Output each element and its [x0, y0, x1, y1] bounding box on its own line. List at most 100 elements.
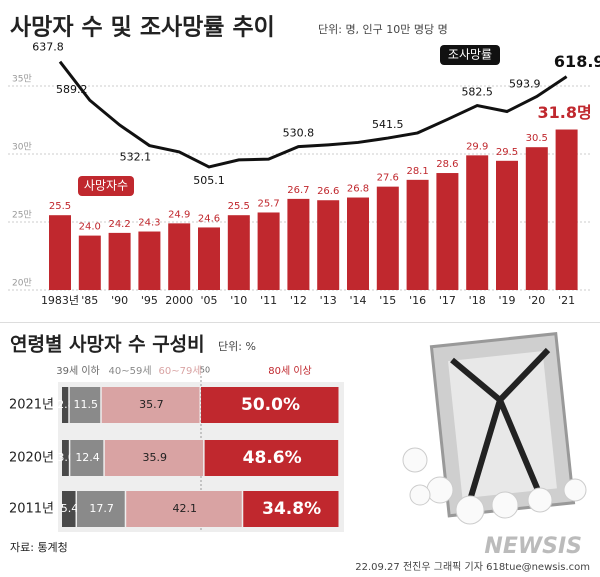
chart-title: 연령별 사망자 수 구성비: [10, 334, 205, 356]
legend-label: 80세 이상: [268, 365, 312, 377]
bar-label: 42.1: [172, 502, 197, 515]
bar-label: 25.5: [49, 201, 71, 212]
y-tick-label: 25만: [12, 210, 32, 221]
bar: [138, 231, 161, 290]
x-tick-label: '85: [81, 294, 98, 307]
bar-label: 50.0%: [241, 395, 300, 415]
bar-label: 24.3: [138, 218, 160, 229]
bar-label: 24.2: [108, 219, 130, 230]
bar: [525, 147, 548, 290]
bar-label: 25.5: [228, 201, 250, 212]
bar-label: 24.9: [168, 209, 190, 220]
flower: [402, 447, 428, 473]
x-tick-label: 50: [200, 366, 210, 375]
bar: [466, 155, 489, 290]
bar-label: 5.4: [61, 502, 79, 515]
x-tick-label: '10: [230, 294, 247, 307]
flower: [455, 495, 485, 525]
legend-label: 사망자수: [84, 179, 128, 193]
divider: [0, 322, 600, 323]
bar-segment: [204, 440, 339, 476]
legend-box: [78, 176, 134, 196]
x-tick-label: '05: [200, 294, 217, 307]
legend-box: [440, 45, 500, 65]
bar-label: 25.7: [257, 198, 279, 209]
line-label: 637.8: [32, 41, 64, 54]
chart-title: 사망자 수 및 조사망률 추이: [10, 15, 275, 41]
line-label: 505.1: [193, 174, 225, 187]
bar-segment: [69, 387, 101, 423]
bar: [406, 179, 429, 290]
bar-label: 29.5: [496, 147, 518, 158]
bar-label: 48.6%: [243, 448, 302, 468]
bar: [257, 212, 280, 290]
bar: [317, 200, 340, 290]
line-label: 589.2: [56, 83, 88, 96]
bar-label: 17.7: [89, 502, 114, 515]
bar: [347, 197, 369, 290]
row-label: 2011년: [9, 502, 54, 517]
legend-label: 40~59세: [108, 365, 151, 377]
bar-label: 35.7: [139, 398, 164, 411]
y-tick-label: 20만: [12, 278, 32, 289]
x-tick-label: '12: [290, 294, 307, 307]
bar-segment: [62, 387, 69, 423]
x-tick-label: '11: [260, 294, 277, 307]
bar-segment: [104, 440, 204, 476]
flower: [409, 484, 431, 506]
line-label: 530.8: [283, 127, 315, 140]
line-label: 582.5: [461, 86, 493, 99]
line: [58, 60, 568, 169]
bar-segment: [101, 387, 200, 423]
bar-label: 30.5: [526, 133, 548, 144]
frame-inner: [448, 351, 557, 499]
row-label: 2020년: [9, 451, 54, 466]
bar-label: 35.9: [142, 451, 167, 464]
line-label: 593.9: [509, 78, 541, 91]
bar: [436, 173, 459, 290]
bar-segment: [126, 491, 242, 527]
x-tick-label: '19: [498, 294, 515, 307]
bar: [287, 198, 310, 290]
bar: [78, 235, 101, 290]
unit: 단위: 명, 인구 10만 명당 명: [318, 23, 448, 36]
source: 자료: 통계청: [10, 541, 68, 554]
frame-decoration: [402, 332, 587, 525]
bar-label: 29.9: [466, 141, 488, 152]
bar: [376, 186, 399, 290]
bar: [108, 232, 131, 290]
legend-label: 39세 이하: [56, 364, 100, 377]
bar-label: 11.5: [74, 398, 99, 411]
line-label: 618.9명: [554, 52, 600, 71]
bar-segment: [243, 491, 339, 527]
bar-segment: [201, 387, 339, 423]
line-label: 541.5: [372, 118, 404, 131]
y-tick-label: 30만: [12, 142, 32, 153]
line-label: 532.1: [120, 151, 152, 164]
legend-label: 조사망률: [448, 48, 492, 62]
bar-label: 24.6: [198, 213, 220, 224]
bar-label: 12.4: [75, 451, 100, 464]
logo: NEWSIS: [484, 534, 582, 559]
bar-label: 28.6: [436, 159, 458, 170]
bar: [198, 227, 220, 290]
flower: [563, 478, 587, 502]
bar-label: 27.6: [377, 173, 399, 184]
bar: [168, 223, 191, 290]
bar-segment: [62, 491, 76, 527]
bar: [227, 215, 250, 290]
bar-label: 24.0: [79, 222, 101, 233]
bar-segment: [62, 440, 69, 476]
flower: [426, 476, 454, 504]
bar-label: 26.8: [347, 184, 369, 195]
credit: 22.09.27 전진우 그래픽 기자 618tue@newsis.com: [355, 561, 590, 573]
x-tick-label: '14: [349, 294, 366, 307]
x-tick-label: '90: [111, 294, 128, 307]
ribbon: [450, 347, 551, 501]
x-tick-label: '16: [409, 294, 426, 307]
x-tick-label: '21: [558, 294, 575, 307]
bar-label: 26.7: [287, 185, 309, 196]
x-tick-label: '18: [469, 294, 486, 307]
bar-segment: [70, 440, 104, 476]
